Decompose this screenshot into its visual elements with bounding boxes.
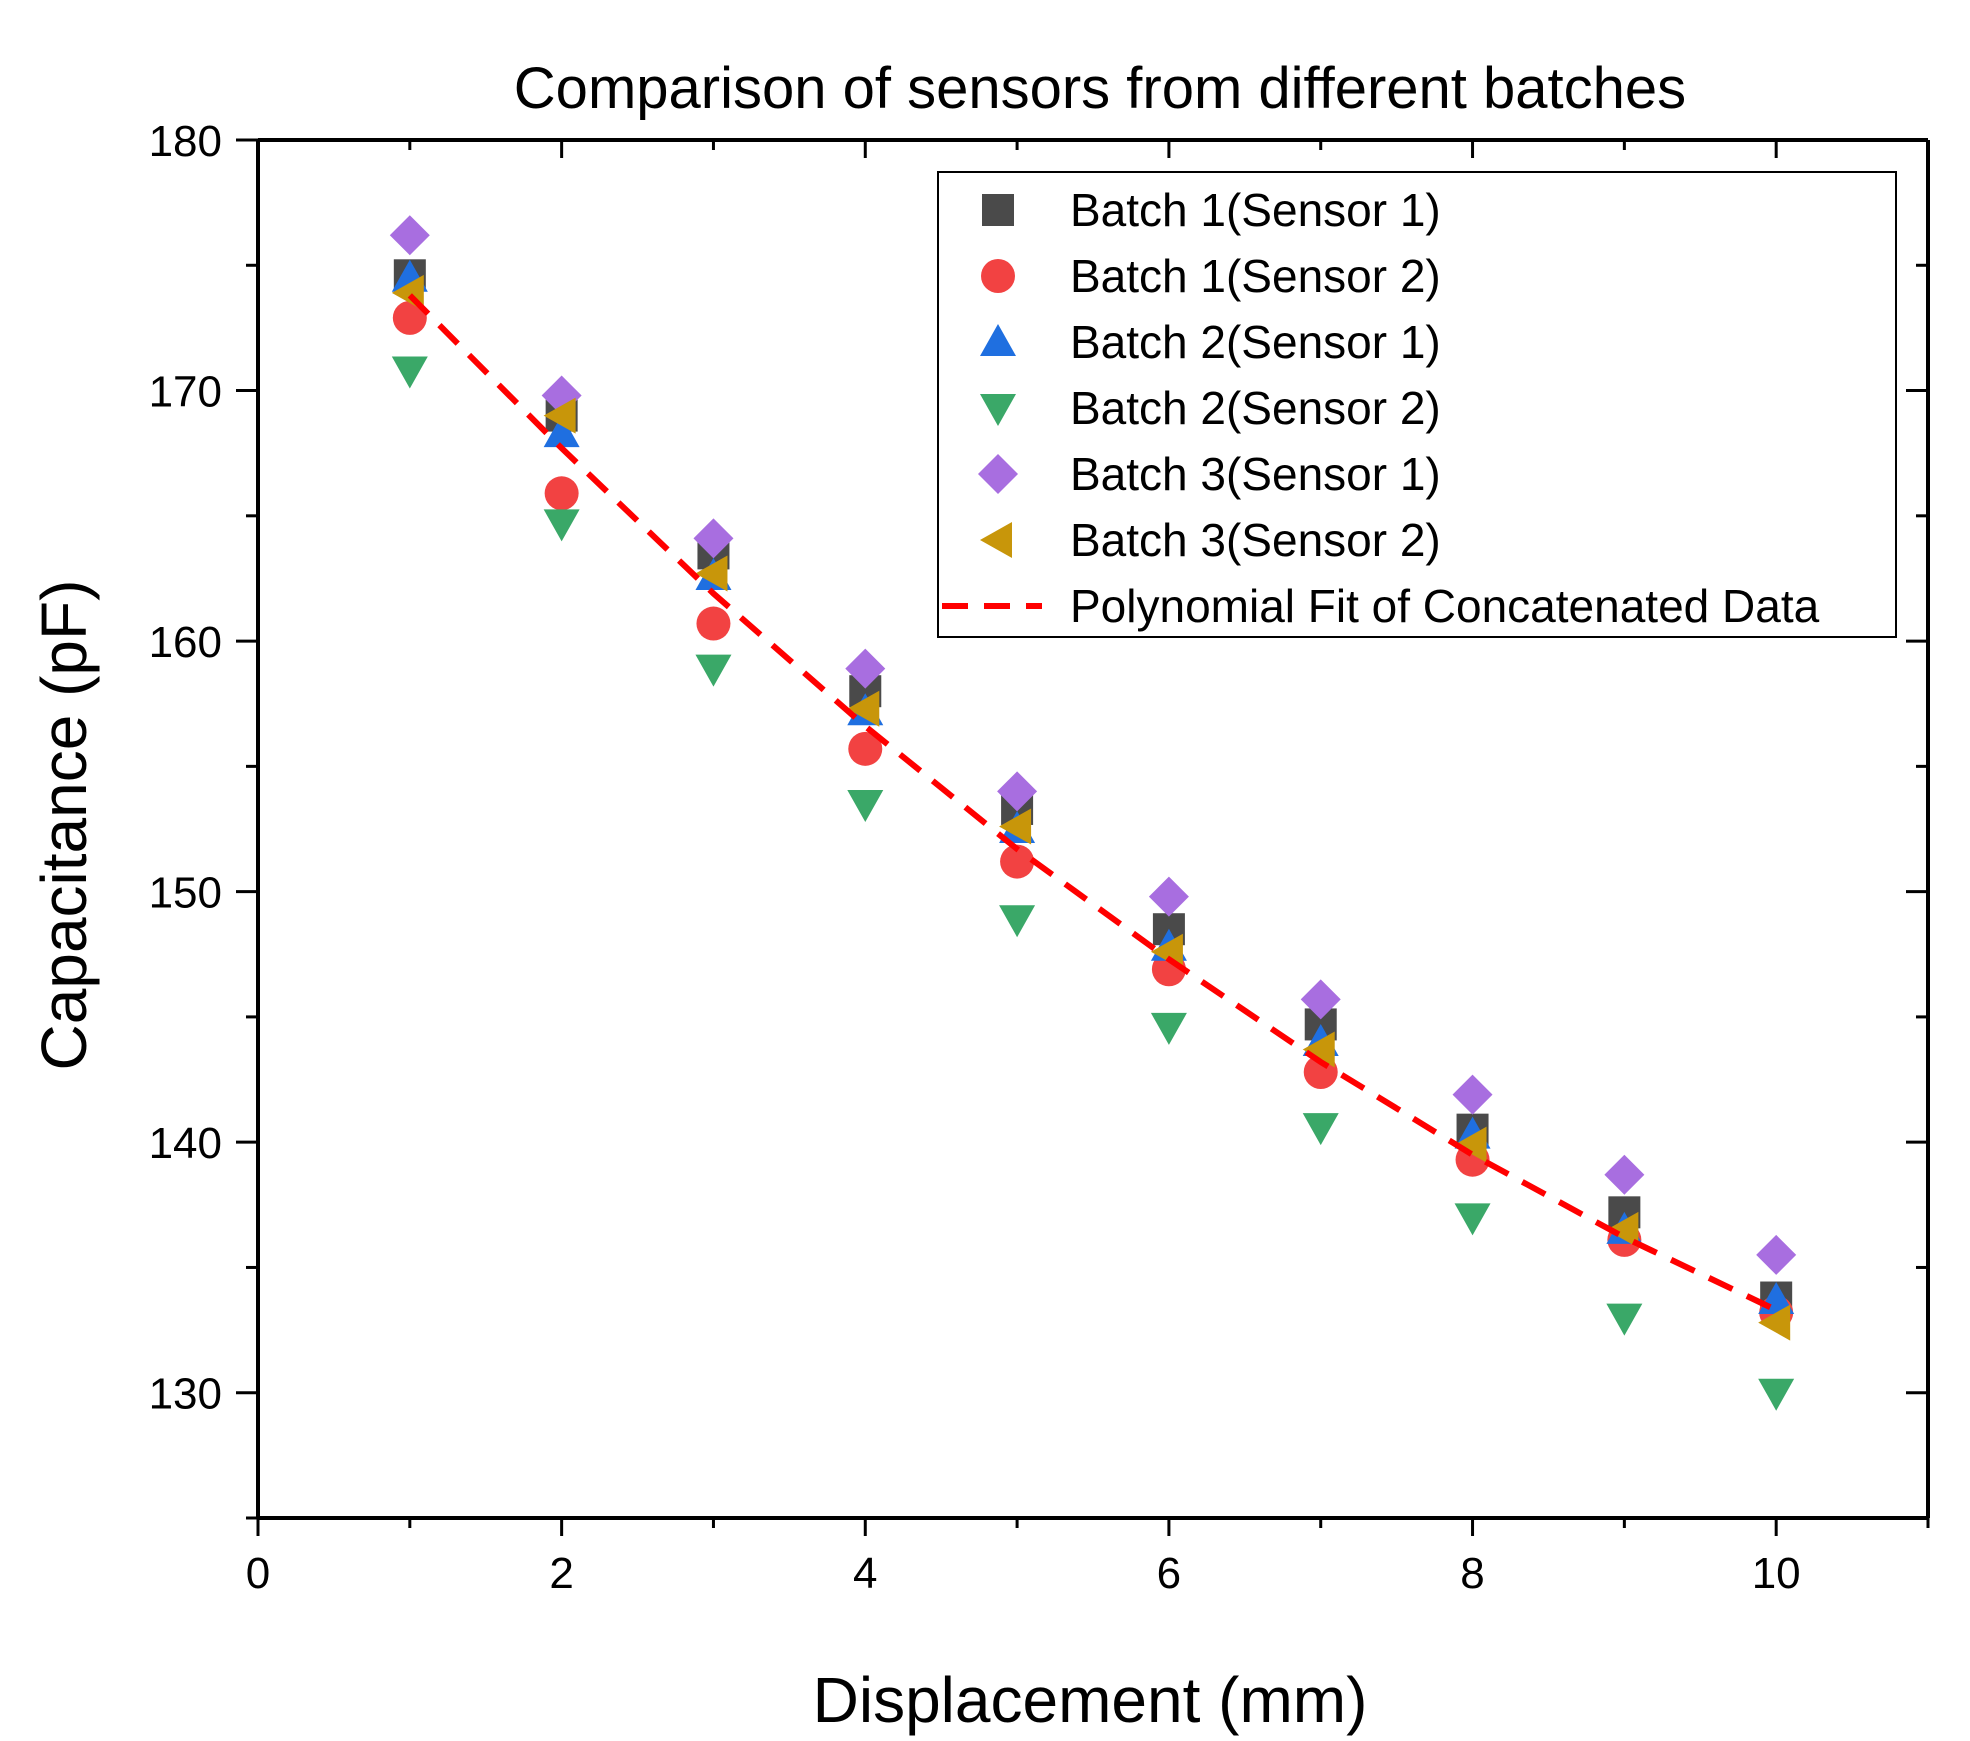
x-tick-label: 8 (1460, 1549, 1484, 1598)
legend-marker (978, 454, 1018, 494)
y-tick-label: 130 (149, 1370, 222, 1419)
data-point-series-4 (1150, 1012, 1187, 1045)
data-point-series-4 (1302, 1113, 1339, 1146)
data-point-series-6 (1454, 1126, 1487, 1163)
y-tick-label: 140 (149, 1119, 222, 1168)
data-point-series-6 (999, 808, 1032, 845)
data-point-series-4 (543, 509, 580, 542)
legend-marker (980, 522, 1012, 558)
data-point-series-4 (1454, 1203, 1491, 1236)
data-point-series-5 (1604, 1154, 1645, 1195)
data-point-series-4 (847, 789, 884, 822)
legend-label: Batch 1(Sensor 1) (1070, 184, 1441, 236)
y-tick-label: 180 (149, 117, 222, 166)
legend-marker (980, 394, 1016, 426)
y-axis-label: Capacitance (pF) (28, 580, 100, 1071)
x-tick-label: 6 (1157, 1549, 1181, 1598)
x-axis-label: Displacement (mm) (813, 1664, 1368, 1736)
legend: Batch 1(Sensor 1) Batch 1(Sensor 2) Batch … (937, 171, 1897, 638)
legend-label: Polynomial Fit of Concatenated Data (1070, 580, 1820, 632)
legend-box (937, 171, 1897, 638)
data-point-series-5 (693, 518, 734, 559)
data-point-series-5 (1148, 876, 1189, 917)
data-point-series-5 (389, 215, 430, 256)
data-point-series-5 (1452, 1074, 1493, 1115)
legend-marker (981, 259, 1015, 293)
plot-area: 0 2 4 6 8 10 130 140 150 160 170 180 (149, 117, 1930, 1598)
data-point-series-6 (1758, 1304, 1791, 1341)
x-tick-label: 10 (1752, 1549, 1801, 1598)
legend-label: Batch 2(Sensor 2) (1070, 382, 1441, 434)
legend-marker (980, 324, 1016, 356)
data-point-series-6 (847, 690, 880, 727)
x-tick-label: 2 (549, 1549, 573, 1598)
data-point-series-6 (695, 555, 728, 592)
data-point-series-2 (848, 731, 883, 766)
chart-title: Comparison of sensors from different bat… (514, 56, 1686, 121)
legend-marker (982, 194, 1014, 226)
data-point-series-5 (845, 648, 886, 689)
data-point-series-4 (999, 905, 1036, 938)
data-point-series-2 (1000, 844, 1035, 879)
data-point-series-5 (1756, 1234, 1797, 1275)
data-point-series-4 (391, 356, 428, 389)
y-tick-label: 160 (149, 618, 222, 667)
x-tick-label: 4 (853, 1549, 877, 1598)
data-point-series-2 (392, 300, 427, 335)
data-point-series-3 (543, 415, 580, 448)
data-point-series-6 (1606, 1211, 1639, 1248)
data-point-series-4 (1758, 1378, 1795, 1411)
data-point-series-4 (1606, 1303, 1643, 1336)
data-point-series-4 (695, 654, 732, 687)
data-point-series-6 (1302, 1031, 1335, 1068)
data-point-series-5 (997, 771, 1038, 812)
x-tick-label: 0 (246, 1549, 270, 1598)
legend-label: Batch 3(Sensor 1) (1070, 448, 1441, 500)
data-point-series-2 (544, 476, 579, 511)
legend-label: Batch 2(Sensor 1) (1070, 316, 1441, 368)
data-point-series-2 (696, 606, 731, 641)
data-point-series-5 (1300, 979, 1341, 1020)
y-tick-label: 170 (149, 368, 222, 417)
legend-label: Batch 1(Sensor 2) (1070, 250, 1441, 302)
y-tick-label: 150 (149, 869, 222, 918)
data-point-series-6 (543, 397, 576, 434)
legend-label: Batch 3(Sensor 2) (1070, 514, 1441, 566)
